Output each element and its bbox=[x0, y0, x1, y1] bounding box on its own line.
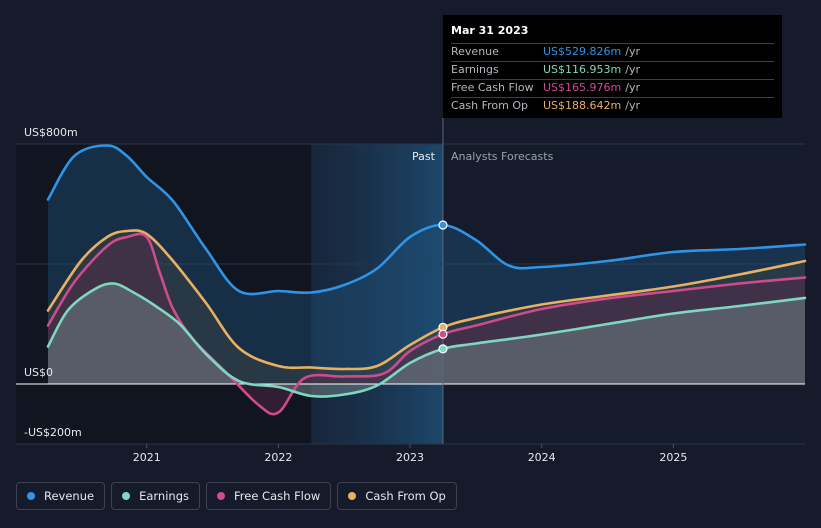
tooltip-label: Earnings bbox=[451, 63, 499, 76]
tooltip-unit: /yr bbox=[625, 99, 640, 112]
chart-legend: Revenue Earnings Free Cash Flow Cash Fro… bbox=[16, 482, 457, 512]
tooltip-label: Cash From Op bbox=[451, 99, 529, 112]
marker-earnings bbox=[438, 344, 448, 354]
legend-item-cash-from-op[interactable]: Cash From Op bbox=[337, 482, 457, 510]
forecast-label: Analysts Forecasts bbox=[451, 150, 554, 163]
tooltip-value: US$529.826m bbox=[543, 45, 622, 58]
legend-item-earnings[interactable]: Earnings bbox=[111, 482, 200, 510]
legend-dot-icon bbox=[217, 492, 225, 500]
x-tick-label: 2021 bbox=[133, 451, 161, 464]
x-tick-label: 2022 bbox=[264, 451, 292, 464]
tooltip-value: US$116.953m bbox=[543, 63, 622, 76]
legend-item-free-cash-flow[interactable]: Free Cash Flow bbox=[206, 482, 332, 510]
y-tick-label: US$0 bbox=[24, 366, 53, 379]
x-tick-label: 2025 bbox=[659, 451, 687, 464]
x-tick-label: 2024 bbox=[528, 451, 556, 464]
tooltip-date: Mar 31 2023 bbox=[451, 24, 529, 37]
tooltip-unit: /yr bbox=[625, 63, 640, 76]
x-tick-label: 2023 bbox=[396, 451, 424, 464]
y-tick-label: -US$200m bbox=[24, 426, 82, 439]
tooltip-row-earnings: Earnings US$116.953m/yr bbox=[451, 61, 774, 79]
legend-dot-icon bbox=[27, 492, 35, 500]
tooltip-row-revenue: Revenue US$529.826m/yr bbox=[451, 43, 774, 61]
series-line-revenue bbox=[46, 144, 807, 296]
series-line-cash-from-op bbox=[46, 229, 807, 371]
tooltip-unit: /yr bbox=[625, 81, 640, 94]
tooltip-label: Revenue bbox=[451, 45, 499, 58]
legend-label: Revenue bbox=[44, 489, 95, 503]
past-label: Past bbox=[412, 150, 436, 163]
series-line-free-cash-flow bbox=[46, 232, 807, 416]
tooltip-unit: /yr bbox=[625, 45, 640, 58]
marker-free-cash-flow bbox=[438, 329, 448, 339]
tooltip-label: Free Cash Flow bbox=[451, 81, 534, 94]
legend-label: Cash From Op bbox=[365, 489, 446, 503]
legend-label: Earnings bbox=[139, 489, 189, 503]
legend-label: Free Cash Flow bbox=[234, 489, 321, 503]
tooltip-value: US$165.976m bbox=[543, 81, 622, 94]
legend-dot-icon bbox=[348, 492, 357, 500]
tooltip-row-free-cash-flow: Free Cash Flow US$165.976m/yr bbox=[451, 79, 774, 97]
series-area-earnings bbox=[48, 283, 805, 397]
series-line-earnings bbox=[46, 282, 807, 398]
tooltip-value: US$188.642m bbox=[543, 99, 622, 112]
y-tick-label: US$800m bbox=[24, 126, 78, 139]
legend-item-revenue[interactable]: Revenue bbox=[16, 482, 106, 510]
marker-revenue bbox=[438, 220, 448, 230]
tooltip-row-cash-from-op: Cash From Op US$188.642m/yr bbox=[451, 97, 774, 115]
legend-dot-icon bbox=[122, 492, 131, 500]
data-tooltip: Mar 31 2023 Revenue US$529.826m/yr Earni… bbox=[443, 15, 782, 118]
